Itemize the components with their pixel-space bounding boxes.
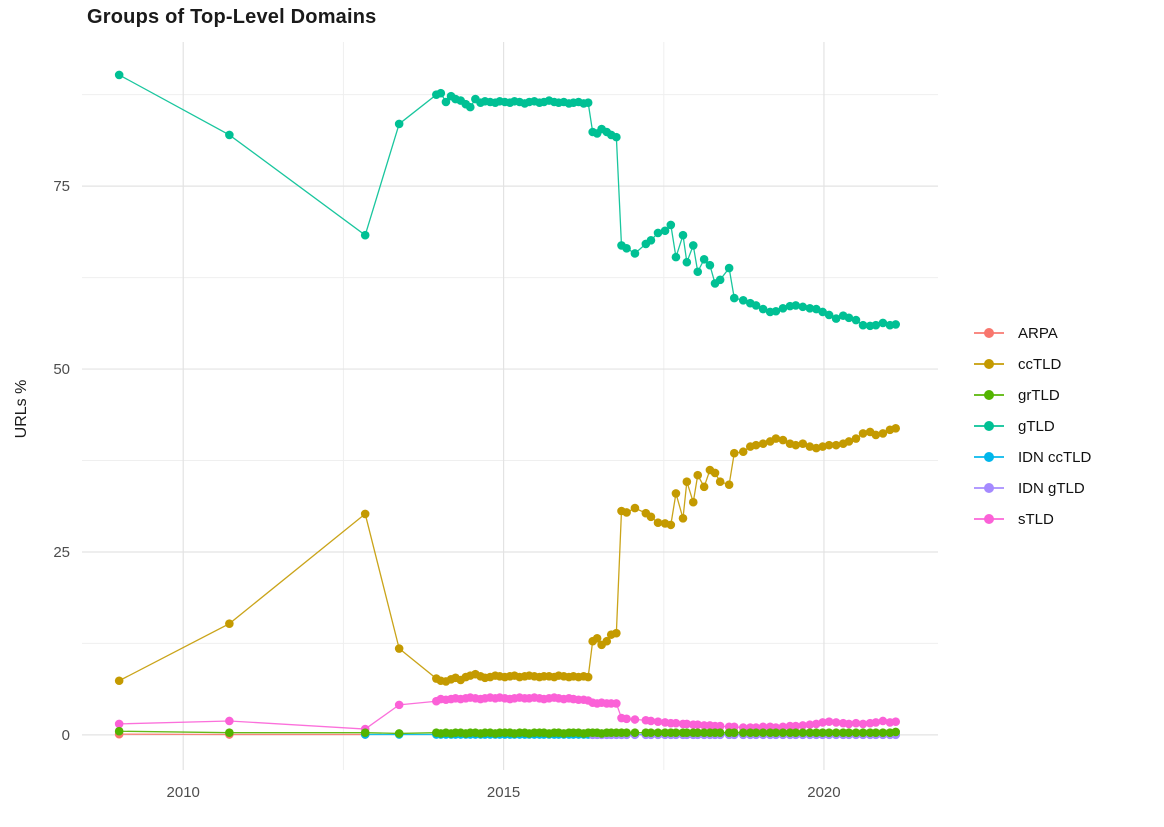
legend-key-swatch xyxy=(972,384,1006,406)
series-cctld xyxy=(114,424,901,686)
legend-label: grTLD xyxy=(1018,386,1060,404)
legend-label: ARPA xyxy=(1018,324,1058,342)
legend-key-swatch xyxy=(972,322,1006,344)
legend-key-swatch xyxy=(972,415,1006,437)
legend-key-swatch xyxy=(972,508,1006,530)
legend-key-swatch xyxy=(972,477,1006,499)
legend-key-swatch xyxy=(972,353,1006,375)
series-line-gtld xyxy=(118,74,896,327)
x-tick-label: 2020 xyxy=(807,784,840,801)
legend-item-grtld: grTLD xyxy=(972,384,1091,406)
legend-label: ccTLD xyxy=(1018,355,1062,373)
legend-item-idn-gtld: IDN gTLD xyxy=(972,477,1091,499)
legend-label: sTLD xyxy=(1018,510,1054,528)
legend-label: IDN ccTLD xyxy=(1018,448,1092,466)
legend-item-arpa: ARPA xyxy=(972,322,1091,344)
y-tick-label: 25 xyxy=(53,544,70,561)
y-tick-label: 50 xyxy=(53,361,70,378)
legend-item-idn-cctld: IDN ccTLD xyxy=(972,446,1091,468)
legend-label: IDN gTLD xyxy=(1018,479,1085,497)
series-gtld xyxy=(114,70,901,331)
series-stld xyxy=(114,693,901,734)
y-tick-label: 75 xyxy=(53,178,70,195)
legend-label: gTLD xyxy=(1018,417,1055,435)
legend-item-gtld: gTLD xyxy=(972,415,1091,437)
plot-title: Groups of Top-Level Domains xyxy=(87,6,377,28)
legend-key-swatch xyxy=(972,446,1006,468)
legend: ARPA ccTLD grTLD gTLD IDN ccTLD IDN gTLD… xyxy=(972,322,1091,530)
x-tick-label: 2015 xyxy=(487,784,520,801)
series-grtld xyxy=(114,726,901,738)
x-tick-label: 2010 xyxy=(167,784,200,801)
legend-item-cctld: ccTLD xyxy=(972,353,1091,375)
legend-item-stld: sTLD xyxy=(972,508,1091,530)
y-tick-label: 0 xyxy=(62,727,70,744)
